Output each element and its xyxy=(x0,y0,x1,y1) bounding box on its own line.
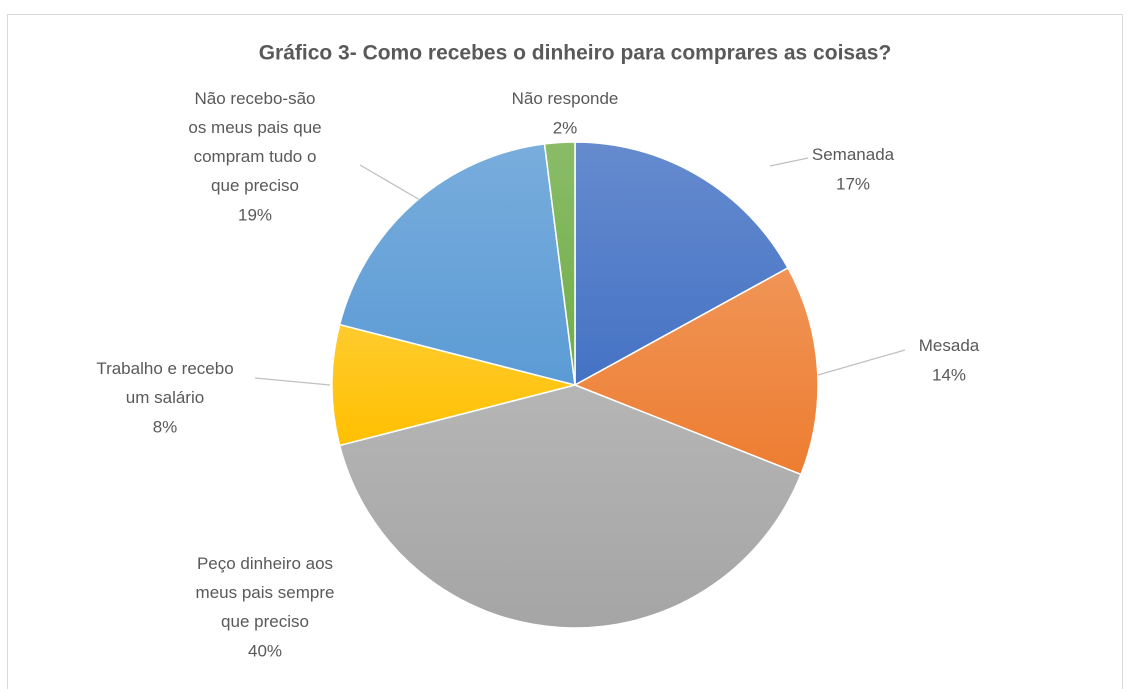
pie-slice xyxy=(543,141,576,386)
chart-title: Gráfico 3- Como recebes o dinheiro para … xyxy=(259,42,892,65)
pie-slice xyxy=(338,143,576,387)
pie-slice xyxy=(331,323,576,447)
slice-value-label: 8% xyxy=(153,417,178,436)
leader-line xyxy=(769,157,809,167)
slice-value-label: 2% xyxy=(553,118,578,137)
leader-line xyxy=(254,377,331,386)
slice-value-label: 40% xyxy=(248,641,282,660)
leader-line xyxy=(817,349,906,376)
slice-label: Não recebo-são os meus pais que compram tu… xyxy=(188,89,321,195)
pie-slice xyxy=(574,141,789,387)
slice-label: Semanada xyxy=(812,145,895,164)
pie-slice xyxy=(338,384,802,629)
slice-value-label: 17% xyxy=(836,174,870,193)
slice-label: Trabalho e recebo um salário xyxy=(96,359,233,407)
slice-value-label: 14% xyxy=(932,365,966,384)
slice-value-label: 19% xyxy=(238,205,272,224)
leader-line xyxy=(359,164,421,201)
slice-label: Peço dinheiro aos meus pais sempre que pre… xyxy=(196,554,335,631)
slice-label: Não responde xyxy=(512,89,619,108)
slice-label: Mesada xyxy=(919,336,980,355)
pie-slice xyxy=(573,266,819,476)
